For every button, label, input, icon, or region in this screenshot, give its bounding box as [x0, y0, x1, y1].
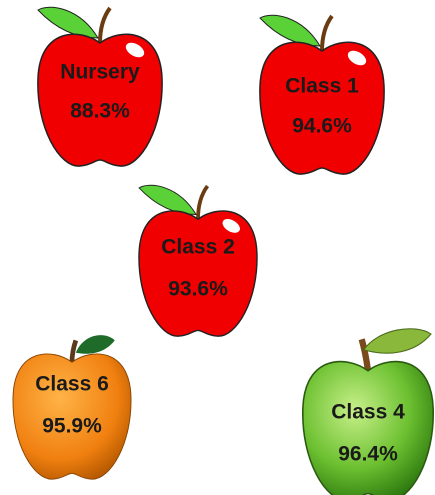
- page: Nursery 88.3% Class 1 94.6% Class 2 93.6…: [0, 0, 435, 495]
- item-value: 95.9%: [42, 415, 102, 438]
- item-label: Class 2: [161, 236, 235, 259]
- item-label: Class 6: [35, 373, 109, 396]
- orange-apple: [13, 335, 131, 479]
- item-label: Class 1: [285, 75, 359, 98]
- item-label: Nursery: [60, 61, 140, 84]
- item-value: 94.6%: [292, 115, 352, 138]
- apples-graphic: Nursery 88.3% Class 1 94.6% Class 2 93.6…: [0, 0, 435, 495]
- item-label: Class 4: [331, 401, 405, 424]
- item-value: 93.6%: [168, 278, 228, 301]
- red-apple: [38, 7, 162, 166]
- item-value: 88.3%: [70, 100, 130, 123]
- red-apple: [139, 185, 257, 336]
- item-value: 96.4%: [338, 443, 398, 466]
